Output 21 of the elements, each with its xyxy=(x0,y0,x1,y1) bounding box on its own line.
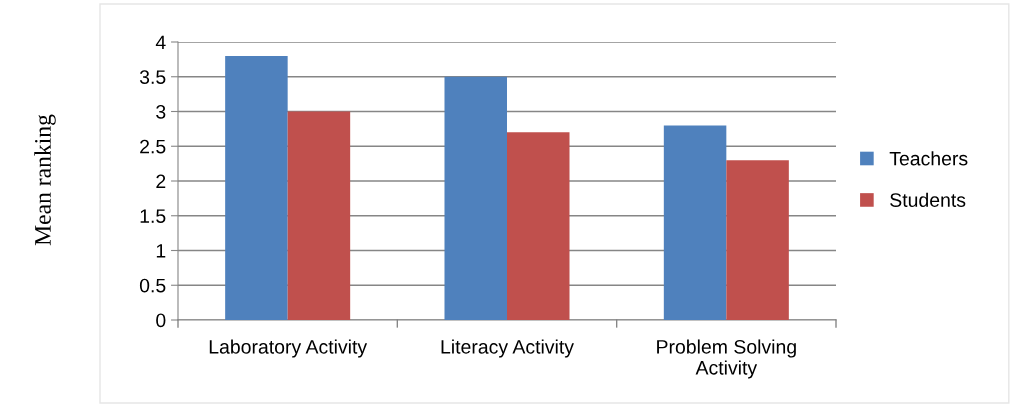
x-tick-label: Problem Solving Activity xyxy=(657,339,796,379)
bar xyxy=(444,76,507,320)
y-tick-label: 1.5 xyxy=(140,209,166,223)
x-tick-label: Laboratory Activity xyxy=(209,339,368,358)
legend-label: Students xyxy=(890,192,966,207)
bar xyxy=(663,125,727,320)
y-tick-label: 4 xyxy=(155,35,166,50)
bar xyxy=(287,111,351,320)
bar xyxy=(225,55,288,320)
y-tick-label: 0.5 xyxy=(139,278,166,293)
bar xyxy=(507,132,570,320)
y-tick-label: 3 xyxy=(156,104,166,119)
y-tick-label: 1 xyxy=(156,244,166,258)
legend-label: Teachers xyxy=(889,151,968,166)
y-tick-label: 3.5 xyxy=(139,70,166,84)
y-tick-label: 0 xyxy=(156,313,166,328)
x-tick-label: Literacy Activity xyxy=(441,339,574,358)
y-axis-title: Mean ranking xyxy=(34,114,56,246)
y-tick-label: 2.5 xyxy=(140,139,166,154)
y-tick-label: 2 xyxy=(156,174,166,189)
bar xyxy=(726,160,789,320)
